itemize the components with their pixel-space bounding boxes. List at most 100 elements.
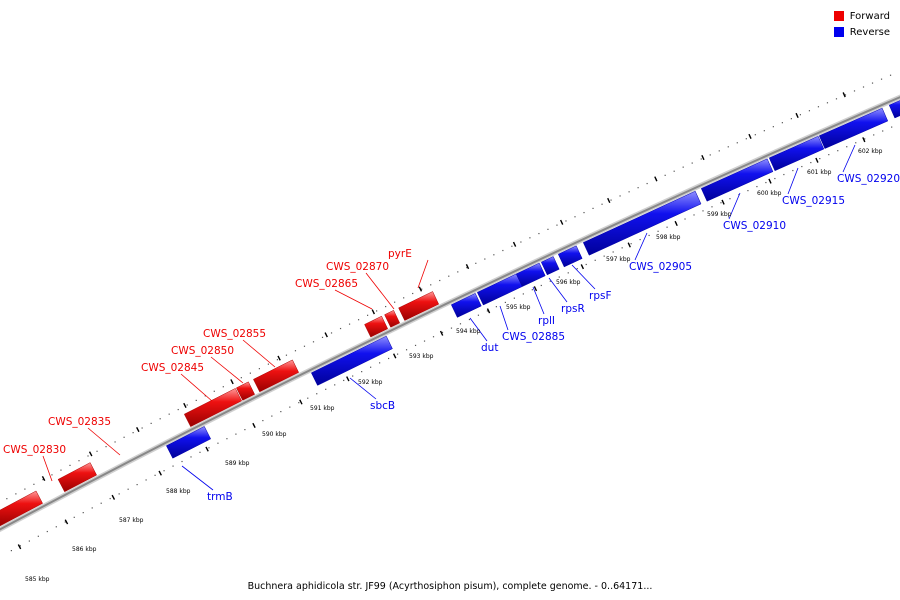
gene-label-cws_02885[interactable]: CWS_02885 bbox=[502, 331, 565, 343]
ruler-dot bbox=[376, 310, 378, 312]
gene-cws_02835-block[interactable] bbox=[57, 462, 97, 493]
ruler-dot bbox=[388, 357, 390, 360]
gene-label-trmb[interactable]: trmB bbox=[207, 491, 233, 503]
lower-dotted-ruler bbox=[10, 126, 893, 552]
ruler-dot bbox=[612, 251, 614, 253]
ruler-major-tick bbox=[559, 219, 564, 225]
ruler-dot bbox=[69, 464, 71, 466]
kbp-tick-label: 598 kbp bbox=[656, 234, 681, 241]
gene-label-cws_02910[interactable]: CWS_02910 bbox=[723, 220, 786, 232]
gene-cws_02830-block[interactable] bbox=[0, 490, 43, 527]
ruler-dot bbox=[810, 161, 812, 164]
gene-dut-block[interactable] bbox=[450, 292, 482, 318]
leader-cws_02905 bbox=[634, 232, 648, 261]
leader-trmb bbox=[181, 465, 214, 491]
gene-label-cws_02830[interactable]: CWS_02830 bbox=[3, 444, 66, 456]
gene-label-dut[interactable]: dut bbox=[481, 342, 498, 354]
gene-pyre-block[interactable] bbox=[398, 291, 440, 321]
ruler-dot bbox=[664, 174, 666, 176]
gene-cws_02905-block[interactable] bbox=[582, 190, 702, 256]
ruler-dot bbox=[412, 292, 414, 295]
ruler-dot bbox=[457, 271, 459, 273]
ruler-dot bbox=[637, 187, 639, 189]
ruler-dot bbox=[682, 166, 684, 168]
gene-label-cws_02865[interactable]: CWS_02865 bbox=[295, 278, 358, 290]
forward-label: Forward bbox=[849, 10, 890, 22]
leader-cws_02920 bbox=[842, 144, 856, 173]
gene-label-cws_02850[interactable]: CWS_02850 bbox=[171, 345, 234, 357]
ruler-dot bbox=[51, 474, 53, 476]
ruler-dot bbox=[808, 110, 811, 112]
gene-label-cws_02870[interactable]: CWS_02870 bbox=[326, 261, 389, 273]
ruler-dot bbox=[280, 411, 282, 413]
gene-label-cws_02905[interactable]: CWS_02905 bbox=[629, 261, 692, 273]
ruler-dot bbox=[199, 451, 201, 453]
gene-label-pyre[interactable]: pyrE bbox=[388, 248, 412, 260]
gene-cws_02870-block[interactable] bbox=[384, 310, 401, 328]
ruler-dot bbox=[484, 258, 486, 260]
ruler-major-tick bbox=[324, 332, 328, 338]
gene-partial-block[interactable] bbox=[888, 98, 900, 119]
ruler-dot bbox=[177, 408, 179, 411]
ruler-dot bbox=[150, 422, 152, 424]
ruler-dot bbox=[729, 198, 731, 200]
ruler-major-tick bbox=[862, 137, 866, 143]
gene-cws_02855-block[interactable] bbox=[253, 359, 300, 393]
gene-cws_02915-block[interactable] bbox=[768, 135, 825, 172]
gene-rpsf-block[interactable] bbox=[557, 245, 583, 268]
upper-dotted-ruler bbox=[6, 74, 892, 500]
gene-label-cws_02855[interactable]: CWS_02855 bbox=[203, 328, 266, 340]
kbp-tick-label: 590 kbp bbox=[262, 431, 287, 438]
ruler-dot bbox=[154, 474, 156, 476]
ruler-dot bbox=[504, 301, 506, 304]
ruler-major-tick bbox=[701, 154, 705, 161]
gene-cws_02850-block[interactable] bbox=[236, 381, 255, 401]
reverse-swatch bbox=[833, 27, 844, 37]
ruler-major-tick bbox=[252, 422, 256, 428]
gene-trmb-block[interactable] bbox=[166, 426, 212, 459]
leader-rpsr bbox=[548, 277, 568, 303]
gene-label-cws_02835[interactable]: CWS_02835 bbox=[48, 416, 111, 428]
ruler-dot bbox=[145, 479, 147, 481]
gene-cws_02865-block[interactable] bbox=[364, 315, 389, 338]
ruler-dot bbox=[763, 130, 765, 132]
ruler-dot bbox=[511, 245, 513, 247]
ruler-dot bbox=[114, 441, 116, 443]
ruler-dot bbox=[790, 118, 792, 120]
kbp-tick-label: 601 kbp bbox=[807, 169, 832, 176]
gene-cws_02845-block[interactable] bbox=[183, 388, 242, 427]
ruler-dot bbox=[576, 268, 578, 270]
ruler-dot bbox=[423, 340, 426, 342]
gene-label-rpli[interactable]: rplI bbox=[538, 315, 555, 327]
ruler-dot bbox=[736, 142, 738, 144]
ruler-dot bbox=[718, 150, 720, 152]
ruler-dot bbox=[646, 182, 648, 185]
ruler-major-tick bbox=[512, 241, 517, 247]
ruler-dot bbox=[28, 540, 30, 542]
kbp-tick-label: 602 kbp bbox=[858, 148, 883, 155]
ruler-dot bbox=[558, 276, 560, 278]
leader-sbcb bbox=[349, 377, 377, 400]
gene-label-rpsf[interactable]: rpsF bbox=[589, 290, 612, 302]
gene-sbcb-block[interactable] bbox=[310, 335, 393, 386]
ruler-dot bbox=[208, 447, 210, 449]
ruler-dot bbox=[226, 438, 228, 440]
ruler-dot bbox=[765, 181, 767, 184]
gene-cws_02920-block[interactable] bbox=[818, 107, 889, 149]
ruler-dot bbox=[348, 323, 351, 325]
gene-label-sbcb[interactable]: sbcB bbox=[370, 400, 395, 412]
ruler-dot bbox=[592, 207, 594, 210]
gene-rpli-block[interactable] bbox=[515, 262, 546, 287]
ruler-dot bbox=[817, 106, 820, 108]
gene-label-cws_02915[interactable]: CWS_02915 bbox=[782, 195, 845, 207]
ruler-dot bbox=[190, 456, 192, 458]
gene-label-cws_02920[interactable]: CWS_02920 bbox=[837, 173, 900, 185]
gene-label-rpsr[interactable]: rpsR bbox=[561, 303, 585, 315]
ruler-dot bbox=[403, 297, 405, 299]
gene-rpsr-block[interactable] bbox=[540, 256, 560, 276]
gene-cws_02910-block[interactable] bbox=[700, 158, 774, 202]
gene-label-cws_02845[interactable]: CWS_02845 bbox=[141, 362, 204, 374]
ruler-major-tick bbox=[205, 446, 209, 452]
ruler-dot bbox=[118, 493, 120, 495]
